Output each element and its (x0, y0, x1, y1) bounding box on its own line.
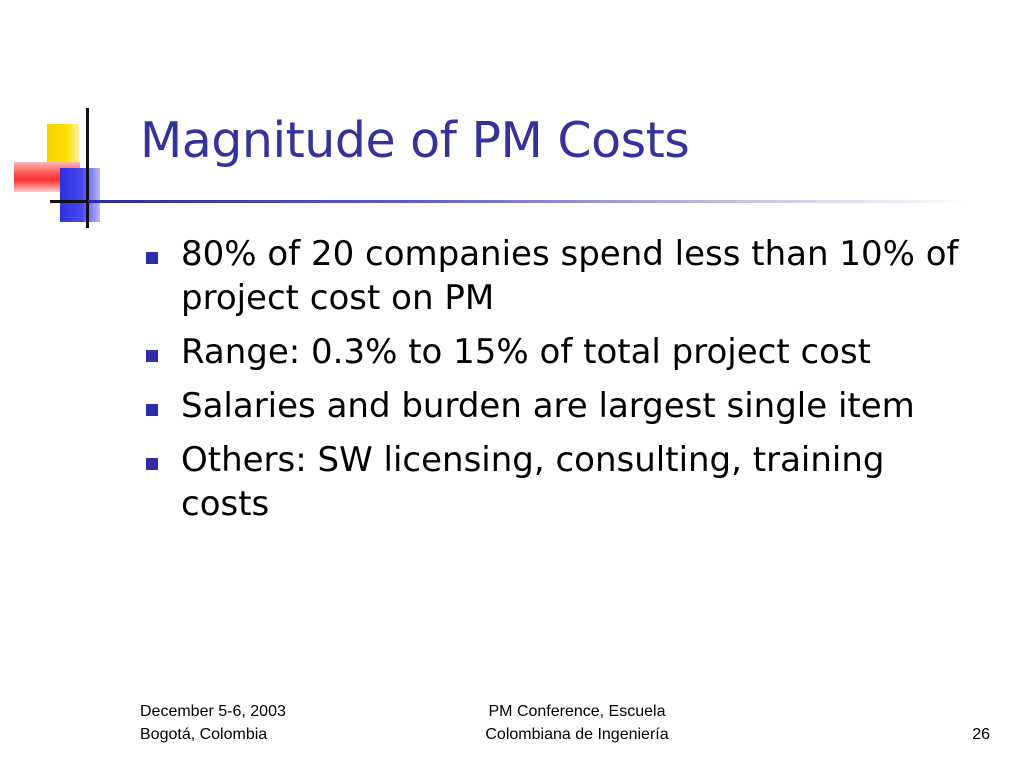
blue-square (60, 168, 100, 222)
page-number: 26 (972, 726, 990, 743)
footer-date-location: December 5-6, 2003 Bogotá, Colombia (140, 700, 286, 746)
square-bullet-icon (146, 350, 158, 362)
logo-vertical-line (86, 108, 89, 228)
bullet-list: 80% of 20 companies spend less than 10% … (146, 232, 966, 536)
square-bullet-icon (146, 458, 158, 470)
slide-title: Magnitude of PM Costs (140, 112, 690, 169)
bullet-text: Others: SW licensing, consulting, traini… (181, 440, 885, 524)
footer-conference-line2: Colombiana de Ingeniería (485, 726, 669, 743)
bullet-item: Others: SW licensing, consulting, traini… (146, 438, 966, 526)
bullet-item: Range: 0.3% to 15% of total project cost (146, 330, 966, 374)
bullet-text: Range: 0.3% to 15% of total project cost (181, 332, 872, 372)
footer-conference-line1: PM Conference, Escuela (488, 703, 666, 720)
square-bullet-icon (146, 252, 158, 264)
yellow-square (47, 124, 79, 166)
footer-location: Bogotá, Colombia (140, 726, 268, 743)
bullet-text: 80% of 20 companies spend less than 10% … (181, 234, 959, 318)
decorative-logo-squares (0, 0, 150, 240)
bullet-text: Salaries and burden are largest single i… (181, 386, 915, 426)
square-bullet-icon (146, 404, 158, 416)
footer-date: December 5-6, 2003 (140, 703, 286, 720)
footer-conference: PM Conference, Escuela Colombiana de Ing… (450, 700, 704, 746)
title-underline (88, 200, 968, 203)
bullet-item: Salaries and burden are largest single i… (146, 384, 966, 428)
bullet-item: 80% of 20 companies spend less than 10% … (146, 232, 966, 320)
